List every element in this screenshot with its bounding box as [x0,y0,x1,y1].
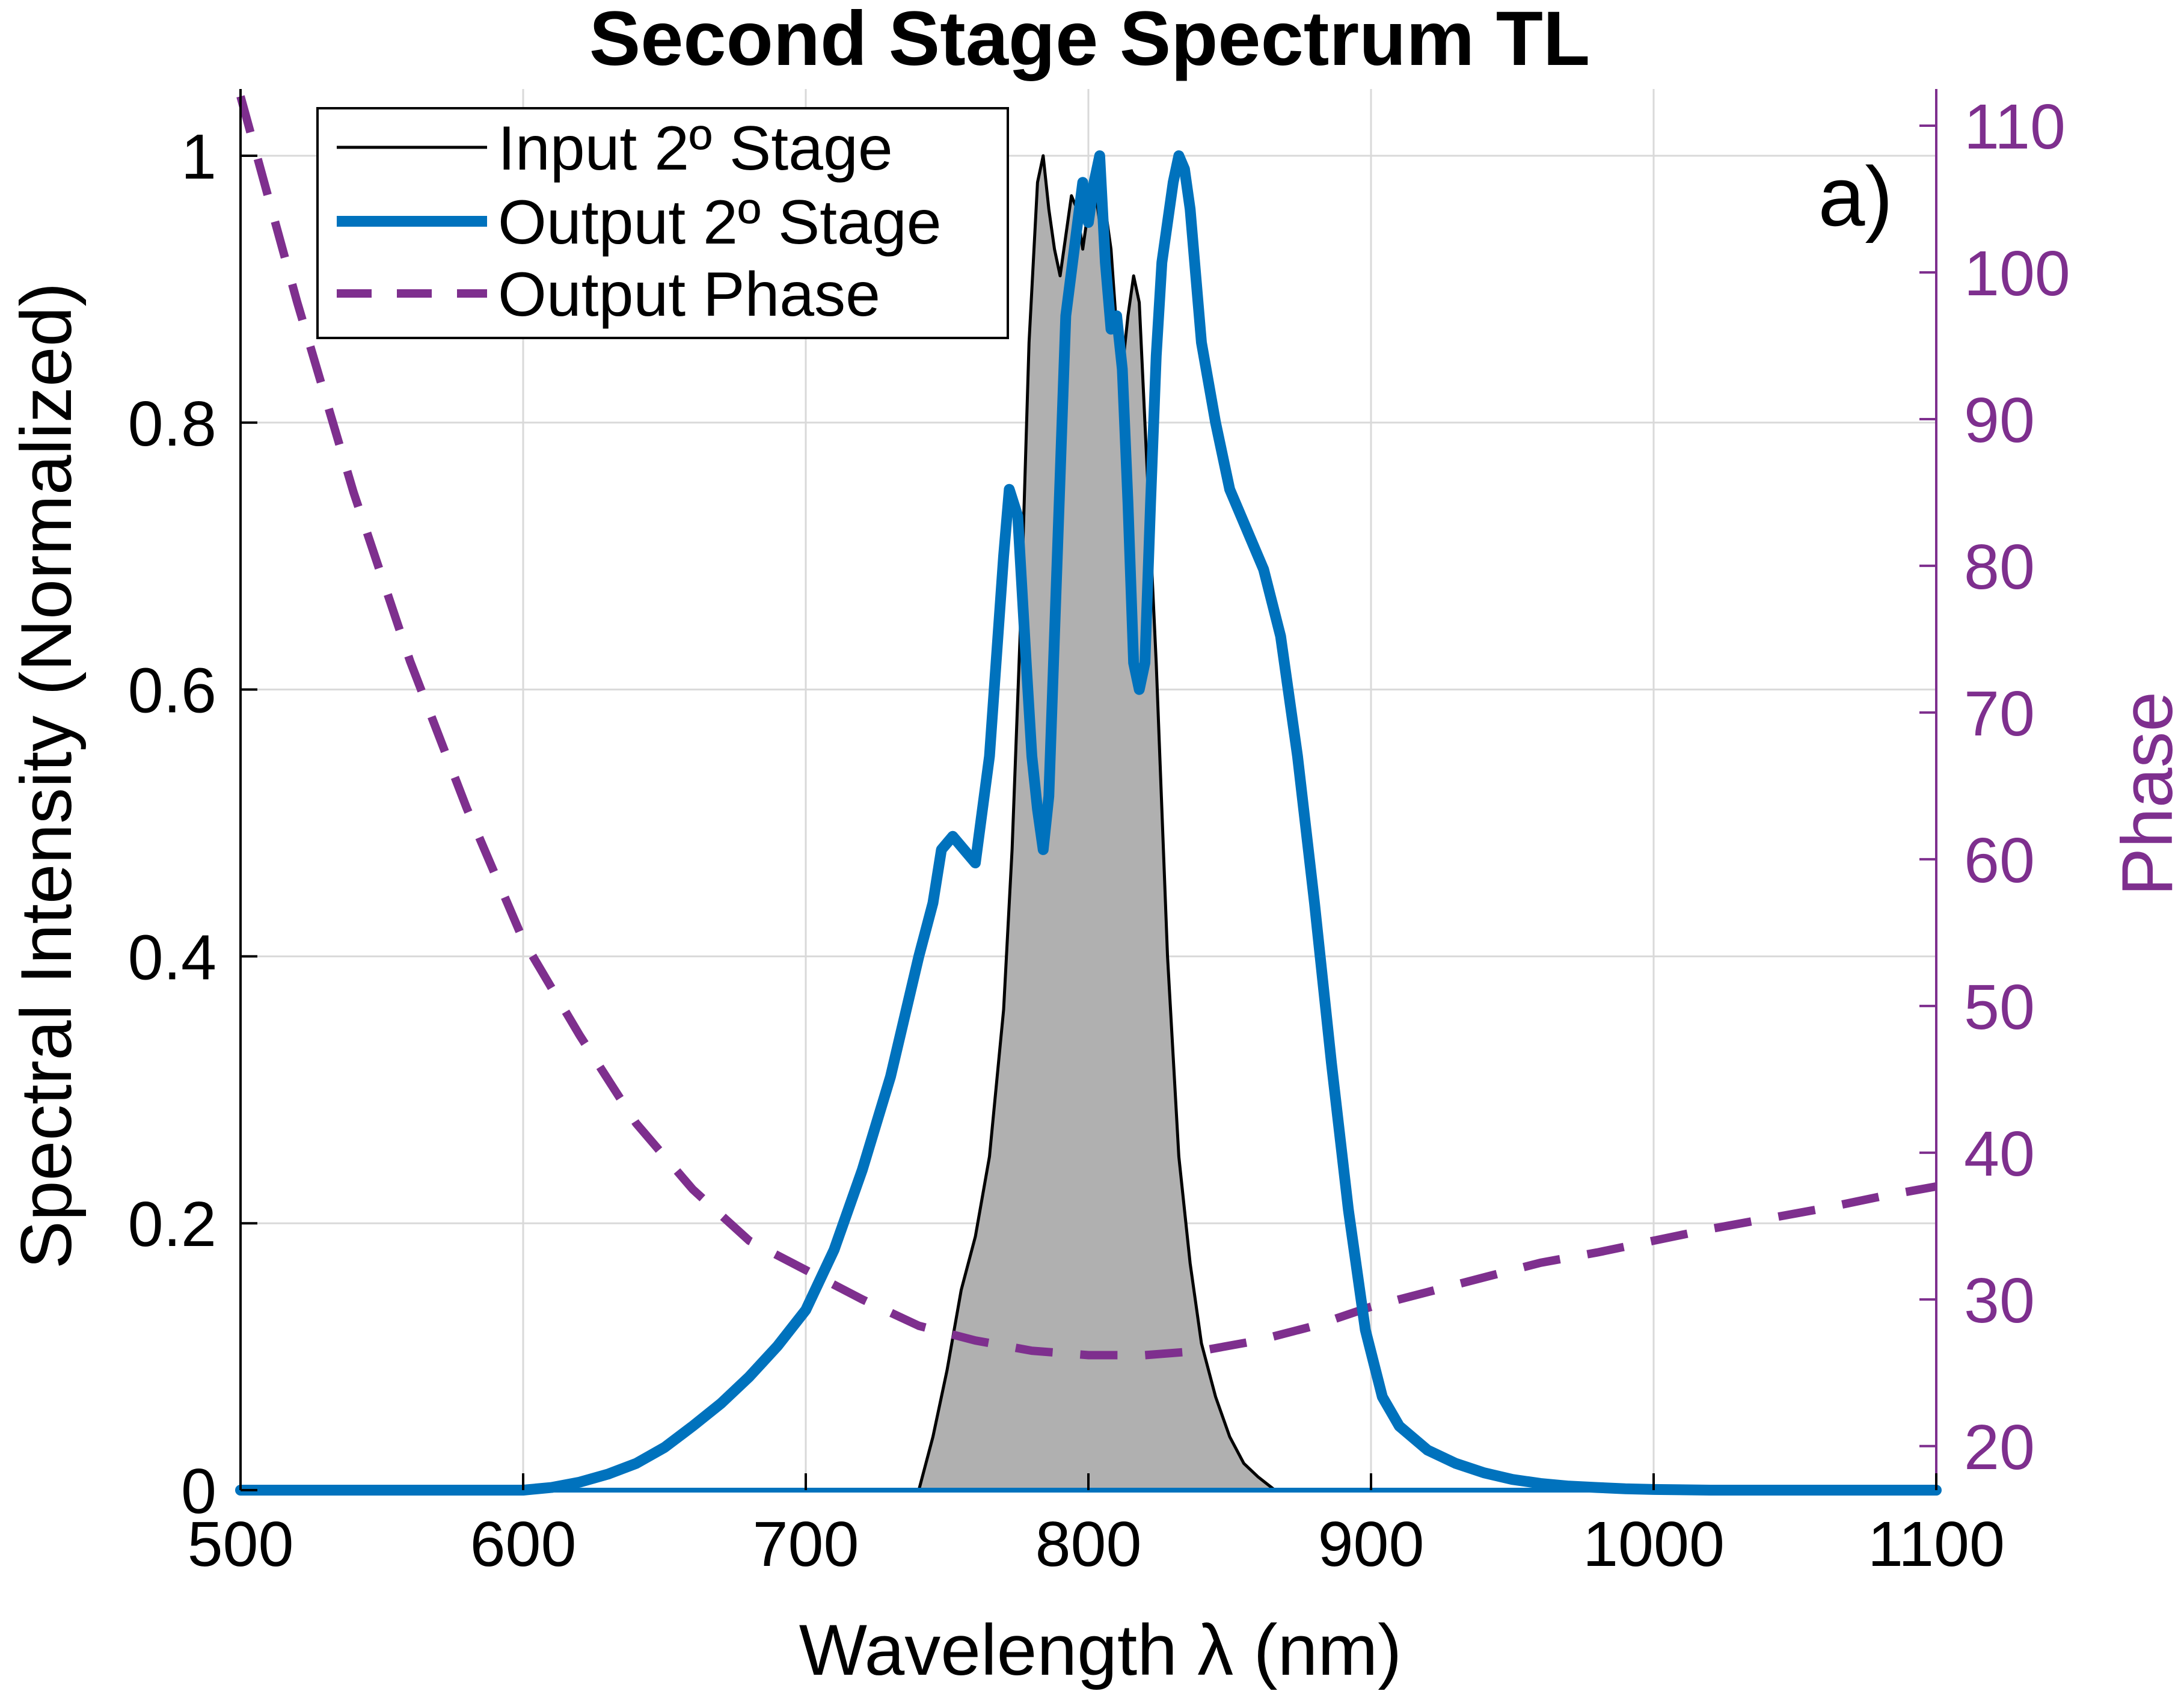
y-left-tick-label: 1 [181,121,216,192]
y-axis-right-label: Phase [2107,692,2184,896]
y-right-tick-label: 100 [1964,238,2070,309]
legend: Input 2º Stage Output 2º Stage Output Ph… [316,107,1009,339]
output-spectrum-line [235,150,1942,1496]
y-left-tick-label: 0.6 [128,655,216,726]
legend-label-phase: Output Phase [498,260,880,330]
y-left-tick-label: 0.4 [128,922,216,993]
y-axis-right-ticks: 20 30 40 50 60 70 80 90 100 110 [1919,91,2070,1483]
legend-label-input: Input 2º Stage [498,114,893,183]
y-left-tick-label: 0.2 [128,1189,216,1260]
output-phase-line [236,95,1937,1360]
x-tick-label: 600 [470,1509,577,1580]
y-right-tick-label: 80 [1964,532,2035,603]
x-tick-label: 1100 [1868,1509,2005,1580]
y-left-tick-label: 0.8 [128,388,216,459]
chart-title: Second Stage Spectrum TL [589,0,1590,82]
y-right-tick-label: 40 [1964,1119,2035,1189]
y-right-tick-label: 90 [1964,385,2035,456]
x-axis-label: Wavelength λ (nm) [799,1610,1402,1690]
x-tick-label: 500 [188,1509,294,1580]
y-axis-left-ticks: 0 0.2 0.4 0.6 0.8 1 [128,121,257,1527]
y-right-tick-label: 60 [1964,825,2035,896]
y-right-tick-label: 70 [1964,678,2035,749]
x-tick-label: 1000 [1583,1509,1725,1580]
y-left-tick-label: 0 [181,1456,216,1527]
panel-annotation: a) [1818,149,1893,244]
y-right-tick-label: 50 [1964,972,2035,1043]
x-axis-ticks: 500 600 700 800 900 1000 1100 [188,1473,2005,1580]
x-tick-label: 700 [753,1509,859,1580]
input-spectrum-fill [919,156,1275,1490]
y-axis-left-label: Spectral Intensity (Normalized) [6,283,87,1269]
x-tick-label: 900 [1318,1509,1425,1580]
y-right-tick-label: 110 [1964,91,2066,162]
x-tick-label: 800 [1035,1509,1142,1580]
legend-label-output: Output 2º Stage [498,188,942,257]
y-right-tick-label: 30 [1964,1265,2035,1336]
y-right-tick-label: 20 [1964,1412,2035,1483]
